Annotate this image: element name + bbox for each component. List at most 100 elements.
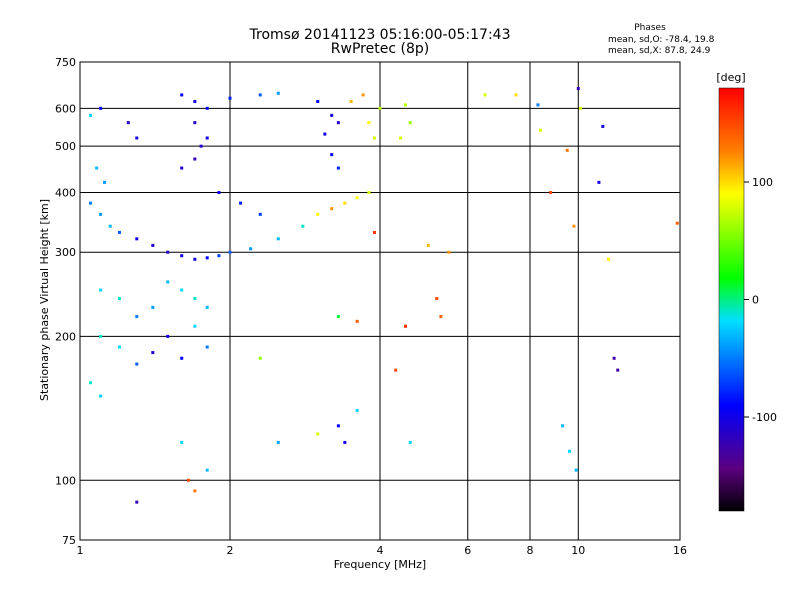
data-point bbox=[180, 166, 184, 170]
data-point bbox=[355, 408, 359, 412]
data-point bbox=[439, 315, 443, 319]
data-point bbox=[135, 237, 139, 241]
data-point bbox=[373, 230, 377, 234]
data-point bbox=[514, 93, 518, 97]
data-point bbox=[117, 230, 121, 234]
data-point bbox=[239, 201, 243, 205]
data-point bbox=[549, 190, 553, 194]
data-point bbox=[408, 440, 412, 444]
data-point bbox=[349, 100, 353, 104]
colorbar-label: [deg] bbox=[716, 71, 745, 84]
y-tick-label: 750 bbox=[55, 56, 76, 69]
chart-subtitle: RwPretec (8p) bbox=[331, 41, 429, 57]
data-point bbox=[399, 136, 403, 140]
data-point bbox=[135, 362, 139, 366]
data-point bbox=[135, 315, 139, 319]
data-point bbox=[199, 144, 203, 148]
data-point bbox=[99, 106, 103, 110]
x-tick-label: 10 bbox=[571, 544, 585, 557]
data-point bbox=[99, 394, 103, 398]
x-tick-label: 4 bbox=[377, 544, 384, 557]
data-point bbox=[578, 106, 582, 110]
data-point bbox=[205, 256, 209, 260]
data-point bbox=[301, 224, 305, 228]
data-point bbox=[135, 500, 139, 504]
data-point bbox=[99, 212, 103, 216]
data-point bbox=[117, 345, 121, 349]
y-tick-label: 600 bbox=[55, 102, 76, 115]
data-point bbox=[373, 136, 377, 140]
data-point bbox=[567, 449, 571, 453]
data-point bbox=[193, 257, 197, 261]
colorbar-tick-label: 0 bbox=[752, 294, 759, 307]
data-point bbox=[151, 305, 155, 309]
data-point bbox=[193, 121, 197, 125]
data-point bbox=[193, 489, 197, 493]
data-point bbox=[330, 113, 334, 117]
data-point bbox=[99, 334, 103, 338]
data-point bbox=[180, 440, 184, 444]
colorbar-gradient bbox=[718, 87, 745, 512]
data-point bbox=[336, 424, 340, 428]
y-tick-label: 100 bbox=[55, 474, 76, 487]
data-point bbox=[135, 136, 139, 140]
data-point bbox=[565, 148, 569, 152]
data-point bbox=[193, 297, 197, 301]
colorbar: [deg] 100 0 -100 bbox=[716, 71, 777, 512]
data-point bbox=[394, 368, 398, 372]
data-point bbox=[426, 243, 430, 247]
data-point bbox=[330, 153, 334, 157]
x-tick-label: 16 bbox=[673, 544, 687, 557]
data-point bbox=[408, 121, 412, 125]
data-point bbox=[403, 324, 407, 328]
data-point bbox=[539, 128, 543, 132]
data-point bbox=[108, 224, 112, 228]
data-point bbox=[572, 224, 576, 228]
data-point bbox=[249, 247, 253, 251]
data-point bbox=[330, 207, 334, 211]
data-point bbox=[205, 305, 209, 309]
stats-line-x: mean, sd,X: 87.8, 24.9 bbox=[608, 46, 711, 56]
data-point bbox=[258, 356, 262, 360]
data-point bbox=[435, 297, 439, 301]
stats-heading: Phases bbox=[634, 23, 666, 33]
x-tick-label: 2 bbox=[227, 544, 234, 557]
data-point bbox=[217, 254, 221, 258]
data-point bbox=[616, 368, 620, 372]
data-point bbox=[336, 166, 340, 170]
data-point bbox=[193, 157, 197, 161]
data-point bbox=[597, 180, 601, 184]
x-tick-label: 6 bbox=[464, 544, 471, 557]
data-point bbox=[166, 250, 170, 254]
data-point bbox=[89, 201, 93, 205]
y-tick-label: 300 bbox=[55, 246, 76, 259]
data-point bbox=[166, 280, 170, 284]
data-point bbox=[117, 297, 121, 301]
data-point bbox=[483, 93, 487, 97]
chart-title: Tromsø 20141123 05:16:00-05:17:43 bbox=[249, 27, 511, 43]
data-point bbox=[180, 254, 184, 258]
data-point bbox=[126, 121, 130, 125]
data-point bbox=[316, 100, 320, 104]
data-point bbox=[355, 319, 359, 323]
data-point bbox=[186, 478, 190, 482]
data-point bbox=[193, 324, 197, 328]
x-tick-label: 1 bbox=[77, 544, 84, 557]
y-ticks: 75 100 200 300 400 500 600 750 bbox=[55, 56, 76, 547]
data-point bbox=[151, 351, 155, 355]
data-point bbox=[574, 468, 578, 472]
data-point bbox=[205, 136, 209, 140]
data-point bbox=[103, 180, 107, 184]
data-point bbox=[316, 432, 320, 436]
data-point bbox=[607, 257, 611, 261]
data-point bbox=[205, 345, 209, 349]
data-point bbox=[258, 93, 262, 97]
data-point bbox=[205, 106, 209, 110]
data-point bbox=[536, 103, 540, 107]
data-point bbox=[675, 221, 679, 225]
data-point bbox=[258, 212, 262, 216]
data-point bbox=[367, 121, 371, 125]
data-point bbox=[217, 190, 221, 194]
data-point bbox=[367, 190, 371, 194]
